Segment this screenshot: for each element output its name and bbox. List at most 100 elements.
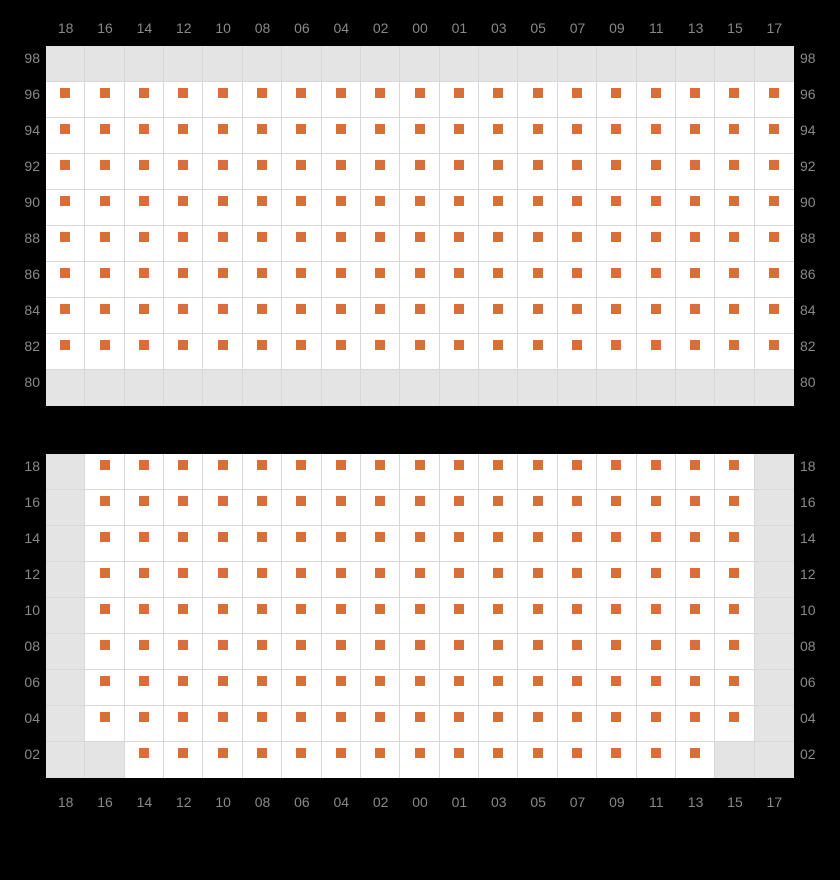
seat-cell[interactable] [85,298,124,334]
seat-cell[interactable] [676,82,715,118]
seat-cell[interactable] [282,490,321,526]
seat-cell[interactable] [243,82,282,118]
seat-cell[interactable] [203,82,242,118]
seat-cell[interactable] [400,190,439,226]
seat-cell[interactable] [322,706,361,742]
seat-cell[interactable] [440,82,479,118]
seat-cell[interactable] [203,298,242,334]
seat-cell[interactable] [400,82,439,118]
seat-cell[interactable] [203,490,242,526]
seat-cell[interactable] [518,742,557,778]
seat-cell[interactable] [676,190,715,226]
seat-cell[interactable] [400,226,439,262]
seat-cell[interactable] [597,82,636,118]
seat-cell[interactable] [282,742,321,778]
seat-cell[interactable] [243,742,282,778]
seat-cell[interactable] [243,634,282,670]
seat-cell[interactable] [282,526,321,562]
seat-cell[interactable] [518,262,557,298]
seat-cell[interactable] [164,82,203,118]
seat-cell[interactable] [164,262,203,298]
seat-cell[interactable] [518,634,557,670]
seat-cell[interactable] [164,454,203,490]
seat-cell[interactable] [243,334,282,370]
seat-cell[interactable] [558,226,597,262]
seat-cell[interactable] [558,82,597,118]
seat-cell[interactable] [479,334,518,370]
seat-cell[interactable] [440,634,479,670]
seat-cell[interactable] [125,526,164,562]
seat-cell[interactable] [361,490,400,526]
seat-cell[interactable] [243,298,282,334]
seat-cell[interactable] [518,82,557,118]
seat-cell[interactable] [125,190,164,226]
seat-cell[interactable] [322,118,361,154]
seat-cell[interactable] [322,262,361,298]
seat-cell[interactable] [361,670,400,706]
seat-cell[interactable] [518,526,557,562]
seat-cell[interactable] [322,454,361,490]
seat-cell[interactable] [755,226,794,262]
seat-cell[interactable] [597,490,636,526]
seat-cell[interactable] [85,490,124,526]
seat-cell[interactable] [558,634,597,670]
seat-cell[interactable] [479,526,518,562]
seat-cell[interactable] [282,298,321,334]
seat-cell[interactable] [164,154,203,190]
seat-cell[interactable] [597,634,636,670]
seat-cell[interactable] [400,118,439,154]
seat-cell[interactable] [400,298,439,334]
seat-cell[interactable] [597,190,636,226]
seat-cell[interactable] [518,490,557,526]
seat-cell[interactable] [479,670,518,706]
seat-cell[interactable] [400,670,439,706]
seat-cell[interactable] [125,298,164,334]
seat-cell[interactable] [676,598,715,634]
seat-cell[interactable] [637,526,676,562]
seat-cell[interactable] [755,262,794,298]
seat-cell[interactable] [361,262,400,298]
seat-cell[interactable] [597,334,636,370]
seat-cell[interactable] [637,742,676,778]
seat-cell[interactable] [479,298,518,334]
seat-cell[interactable] [322,154,361,190]
seat-cell[interactable] [518,598,557,634]
seat-cell[interactable] [597,118,636,154]
seat-cell[interactable] [400,706,439,742]
seat-cell[interactable] [518,562,557,598]
seat-cell[interactable] [676,670,715,706]
seat-cell[interactable] [85,526,124,562]
seat-cell[interactable] [322,82,361,118]
seat-cell[interactable] [164,598,203,634]
seat-cell[interactable] [715,226,754,262]
seat-cell[interactable] [676,706,715,742]
seat-cell[interactable] [479,82,518,118]
seat-cell[interactable] [85,454,124,490]
seat-cell[interactable] [597,598,636,634]
seat-cell[interactable] [322,670,361,706]
seat-cell[interactable] [125,82,164,118]
seat-cell[interactable] [85,334,124,370]
seat-cell[interactable] [125,742,164,778]
seat-cell[interactable] [46,190,85,226]
seat-cell[interactable] [282,226,321,262]
seat-cell[interactable] [558,154,597,190]
seat-cell[interactable] [361,742,400,778]
seat-cell[interactable] [164,742,203,778]
seat-cell[interactable] [282,190,321,226]
seat-cell[interactable] [125,334,164,370]
seat-cell[interactable] [400,262,439,298]
seat-cell[interactable] [676,634,715,670]
seat-cell[interactable] [282,82,321,118]
seat-cell[interactable] [479,562,518,598]
seat-cell[interactable] [322,190,361,226]
seat-cell[interactable] [637,82,676,118]
seat-cell[interactable] [85,226,124,262]
seat-cell[interactable] [637,154,676,190]
seat-cell[interactable] [715,82,754,118]
seat-cell[interactable] [46,118,85,154]
seat-cell[interactable] [597,154,636,190]
seat-cell[interactable] [518,454,557,490]
seat-cell[interactable] [558,598,597,634]
seat-cell[interactable] [243,190,282,226]
